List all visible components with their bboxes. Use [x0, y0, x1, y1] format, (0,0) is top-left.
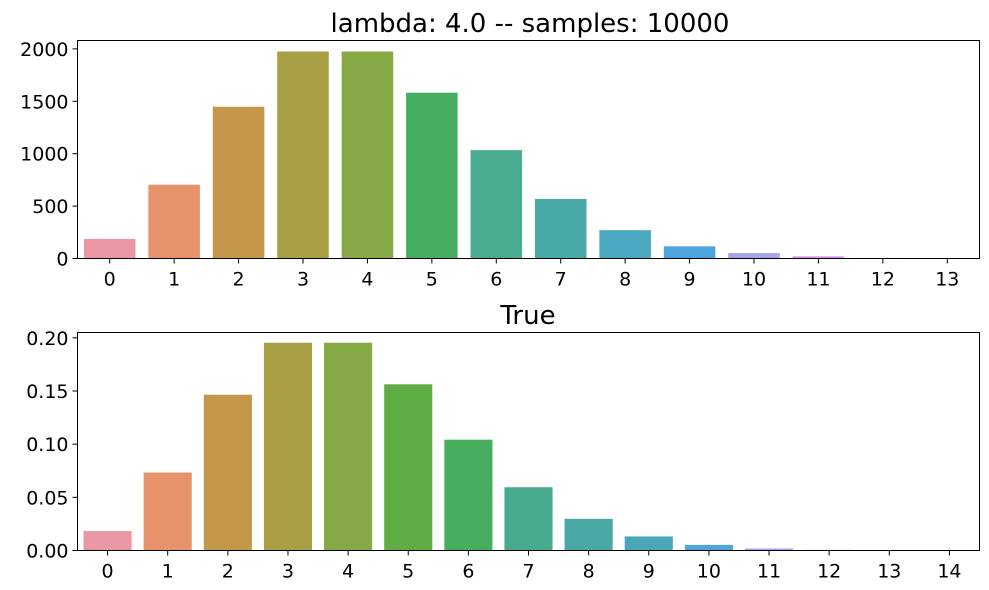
- chart-top-frame: [77, 40, 980, 259]
- chart-top-bar-3: [277, 51, 329, 259]
- chart-bottom-x-tick-label: 13: [877, 561, 901, 583]
- chart-bottom-bar-4: [324, 342, 373, 551]
- chart-top-bar-5: [406, 92, 458, 259]
- chart-bottom-x-tick-label: 3: [282, 561, 294, 583]
- chart-bottom-x-tick-label: 6: [462, 561, 474, 583]
- chart-top-x-tick-label: 3: [297, 269, 309, 291]
- chart-bottom-bar-6: [444, 439, 493, 551]
- chart-bottom-x-axis: 0 1 2 3 4 5 6 7 8 9 10 11 12 13 14: [102, 550, 962, 583]
- chart-top-y-axis: 0 500 1000 1500 2000: [20, 39, 78, 271]
- chart-top-bar-4: [341, 51, 394, 259]
- chart-bottom-x-tick-label: 11: [757, 561, 781, 583]
- chart-bottom-bar-2: [203, 394, 252, 551]
- chart-bottom-x-tick-label: 0: [102, 561, 114, 583]
- chart-bottom-x-tick-label: 8: [583, 561, 595, 583]
- chart-top-x-axis: 0 1 2 3 4 5 6 7 8 9 10 11 12 13: [104, 258, 959, 291]
- chart-bottom-bar-9: [624, 536, 673, 551]
- chart-bottom-y-axis: 0.00 0.05 0.10 0.15 0.20: [26, 328, 78, 563]
- chart-top-bar-8: [599, 230, 651, 259]
- chart-bottom-bar-10: [684, 544, 733, 551]
- chart-bottom-bar-3: [263, 342, 313, 551]
- chart-bottom-x-tick-label: 1: [162, 561, 174, 583]
- chart-bottom: True 0.000.050.100.150.20 0 1 2 3 4 5 6 7 8 9 10 11…: [26, 301, 980, 583]
- chart-bottom-x-tick-label: 9: [643, 561, 655, 583]
- chart-top-x-tick-label: 0: [104, 269, 116, 291]
- chart-bottom-x-tick-label: 4: [342, 561, 354, 583]
- chart-top-bars: [83, 51, 974, 259]
- chart-bottom-y-tick-label: 0.10: [26, 434, 68, 456]
- chart-top-bar-6: [470, 150, 523, 259]
- chart-top-x-tick-label: 6: [490, 269, 502, 291]
- chart-top-x-tick-label: 11: [806, 269, 830, 291]
- chart-bottom-bar-8: [564, 518, 613, 551]
- chart-top: lambda: 4.0 -- samples: 10000 0500100015…: [20, 9, 980, 291]
- chart-bottom-y-tick-label: 0.00: [26, 541, 68, 563]
- chart-bottom-title: True: [499, 301, 555, 331]
- chart-top-y-tick-label: 1500: [20, 91, 68, 113]
- chart-bottom-x-tick-label: 2: [222, 561, 234, 583]
- chart-bottom-bar-7: [504, 487, 553, 551]
- chart-top-x-tick-label: 13: [935, 269, 959, 291]
- chart-bottom-y-tick-label: 0.05: [26, 487, 68, 509]
- chart-bottom-x-tick-label: 12: [817, 561, 841, 583]
- chart-top-x-tick-label: 1: [168, 269, 180, 291]
- chart-top-x-tick-label: 8: [619, 269, 631, 291]
- chart-bottom-x-tick-label: 10: [697, 561, 721, 583]
- chart-top-bar-10: [728, 253, 780, 259]
- chart-top-x-tick-label: 4: [361, 269, 373, 291]
- chart-top-x-tick-label: 2: [233, 269, 245, 291]
- chart-top-y-tick-label: 500: [32, 196, 68, 218]
- chart-bottom-bar-1: [143, 472, 192, 551]
- chart-top-bar-2: [212, 106, 265, 259]
- chart-top-y-tick-label: 1000: [20, 144, 68, 166]
- chart-top-x-tick-label: 5: [426, 269, 438, 291]
- chart-top-y-tick-label: 0: [56, 249, 68, 271]
- chart-bottom-x-tick-label: 5: [402, 561, 414, 583]
- chart-bottom-bar-5: [384, 384, 433, 551]
- chart-top-bar-1: [148, 184, 200, 259]
- chart-top-bar-0: [83, 238, 136, 259]
- chart-top-title: lambda: 4.0 -- samples: 10000: [331, 9, 730, 39]
- chart-bottom-y-tick-label: 0.15: [26, 381, 68, 403]
- chart-top-bar-11: [792, 256, 845, 259]
- chart-top-bar-7: [534, 198, 587, 259]
- chart-top-bar-9: [663, 246, 716, 259]
- chart-bottom-frame: [77, 332, 980, 551]
- chart-bottom-x-tick-label: 7: [522, 561, 534, 583]
- chart-bottom-x-tick-label: 14: [937, 561, 961, 583]
- chart-bottom-y-tick-label: 0.20: [26, 328, 68, 350]
- chart-top-x-tick-label: 12: [871, 269, 895, 291]
- chart-top-x-tick-label: 9: [684, 269, 696, 291]
- chart-top-x-tick-label: 7: [555, 269, 567, 291]
- chart-bottom-bars: [83, 342, 974, 551]
- chart-bottom-bar-0: [83, 531, 132, 551]
- chart-top-y-tick-label: 2000: [20, 39, 68, 61]
- chart-bottom-bar-11: [744, 548, 794, 551]
- chart-top-x-tick-label: 10: [742, 269, 766, 291]
